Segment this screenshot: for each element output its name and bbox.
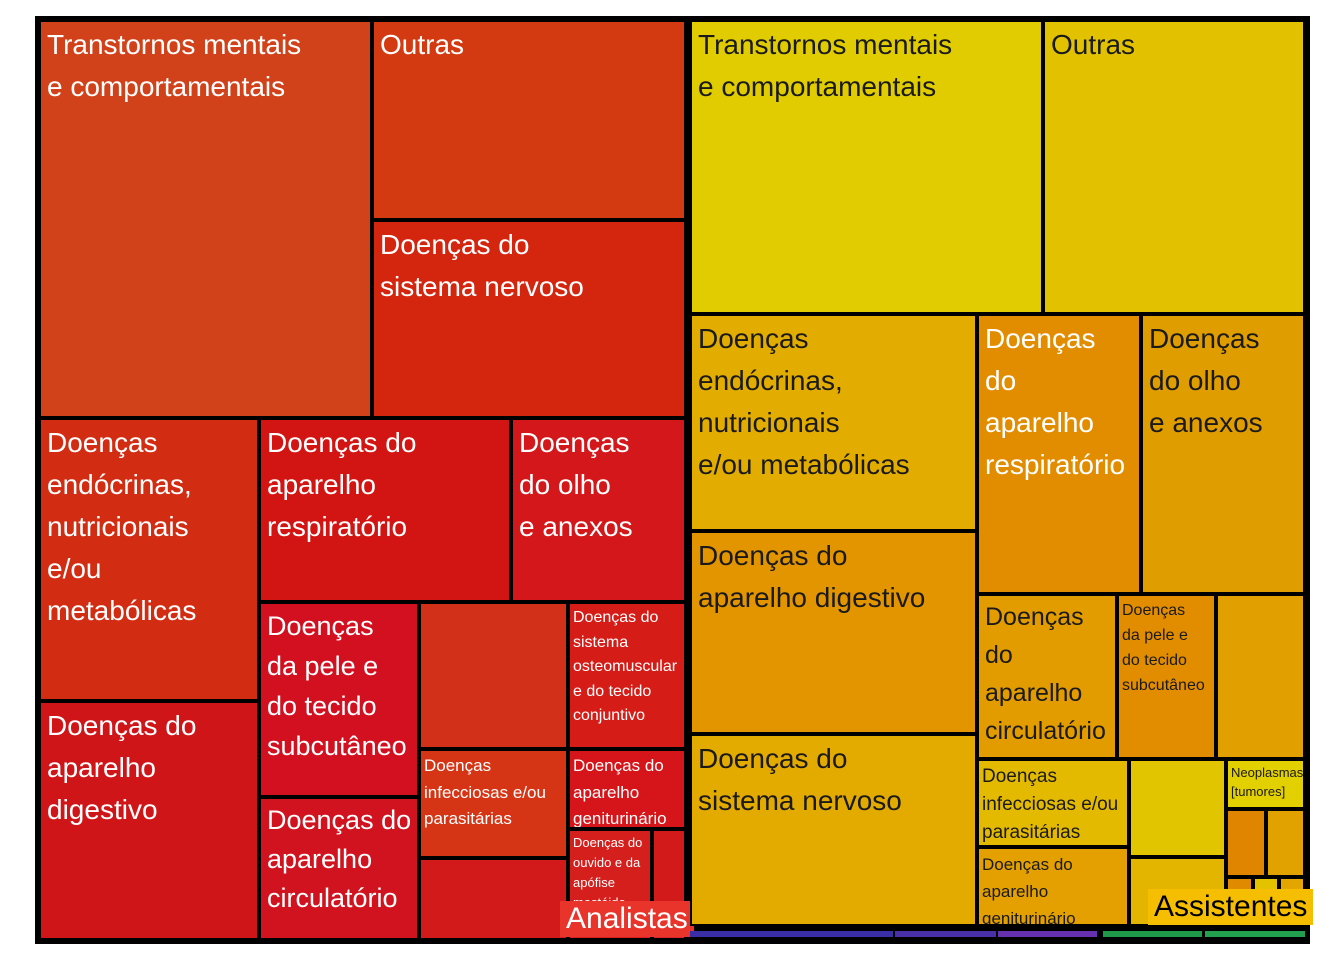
treemap-cell-assistentes-doencas-do-aparelho-geniturinario: Doenças do aparelho geniturinário [977, 847, 1129, 926]
treemap-cell-analistas-doencas-endocrinas-nutricionais-e-ou-metabolicas: Doenças endócrinas, nutricionais e/ou me… [39, 418, 259, 701]
treemap-cell-analistas-doencas-do-aparelho-digestivo: Doenças do aparelho digestivo [39, 701, 259, 940]
treemap-cell-label: Doenças infecciosas e/ou parasitárias [982, 766, 1119, 843]
treemap-cell-analistas-doencas-do-aparelho-geniturinario: Doenças do aparelho geniturinário [568, 749, 686, 829]
group-label-analistas: Analistas [560, 901, 694, 937]
treemap-cell-assistentes-doencas-infecciosas-e-ou-parasitarias: Doenças infecciosas e/ou parasitárias [977, 759, 1129, 847]
treemap-cell-analistas-doencas-do-aparelho-circulatorio: Doenças do aparelho circulatório [259, 797, 419, 940]
group-label-assistentes: Assistentes [1148, 889, 1314, 925]
treemap-cell-label: Transtornos mentais e comportamentais [47, 29, 302, 102]
treemap-cell-label: Doenças infecciosas e/ou parasitárias [424, 756, 546, 828]
treemap-cell-assistentes-doencas-do-aparelho-respiratorio: Doenças do aparelho respiratório [977, 314, 1141, 594]
treemap-cell-label: Outras [1051, 29, 1136, 60]
treemap-cell-label: Outras [380, 29, 465, 60]
treemap-cell-analistas-doencas-infecciosas-e-ou-parasitarias: Doenças infecciosas e/ou parasitárias [419, 749, 568, 858]
treemap-cell-assistentes-unlabeled-11 [1129, 759, 1226, 857]
treemap-strip-2 [998, 931, 1097, 937]
treemap-strip-3 [1103, 931, 1202, 937]
treemap-cell-label: Doenças do aparelho circulatório [267, 805, 412, 913]
treemap-cell-label: Doenças do aparelho circulatório [985, 603, 1106, 745]
treemap-cell-assistentes-unlabeled-16 [1266, 809, 1305, 877]
treemap-cell-label: Doenças do olho e anexos [519, 427, 633, 542]
treemap-cell-assistentes-doencas-do-aparelho-circulatorio: Doenças do aparelho circulatório [977, 594, 1117, 759]
treemap-cell-label: Doenças do sistema nervoso [380, 229, 584, 302]
treemap-cell-label: Doenças da pele e do tecido subcutâneo [267, 611, 407, 761]
treemap-cell-label: Doenças do aparelho geniturinário [573, 756, 667, 828]
treemap-cell-assistentes-doencas-do-olho-e-anexos: Doenças do olho e anexos [1141, 314, 1305, 594]
treemap-cell-assistentes-outras: Outras [1043, 20, 1305, 314]
treemap-cell-assistentes-unlabeled-9 [1216, 594, 1305, 759]
treemap-cell-label: Doenças da pele e do tecido subcutâneo [1122, 602, 1205, 694]
treemap-cell-analistas-unlabeled-15 [652, 829, 686, 904]
treemap-cell-assistentes-doencas-do-aparelho-digestivo: Doenças do aparelho digestivo [690, 531, 977, 734]
treemap-cell-analistas-unlabeled-13 [419, 858, 568, 940]
treemap-cell-label: Doenças do sistema nervoso [698, 743, 902, 816]
treemap-cell-analistas-doencas-do-aparelho-respiratorio: Doenças do aparelho respiratório [259, 418, 511, 602]
treemap-cell-analistas-doencas-do-sistema-nervoso: Doenças do sistema nervoso [372, 220, 686, 418]
treemap-cell-analistas-unlabeled-9 [419, 602, 568, 749]
treemap-cell-analistas-doencas-do-olho-e-anexos: Doenças do olho e anexos [511, 418, 686, 602]
treemap-cell-label: Transtornos mentais e comportamentais [698, 29, 953, 102]
treemap-cell-label: Doenças do aparelho respiratório [985, 323, 1126, 480]
treemap-cell-label: Doenças do aparelho digestivo [698, 540, 926, 613]
treemap-cell-label: Doenças do aparelho digestivo [47, 710, 197, 825]
treemap-strip-1 [895, 931, 996, 937]
treemap-cell-assistentes-transtornos-mentais-e-comportamentais: Transtornos mentais e comportamentais [690, 20, 1043, 314]
treemap-cell-label: Neoplasmas [tumores] [1231, 765, 1304, 799]
treemap-cell-label: Doenças do sistema osteomuscular e do te… [573, 609, 678, 724]
treemap-strip-0 [690, 931, 893, 937]
treemap-cell-analistas-doencas-do-sistema-osteomuscular-e-do-tecido-conjuntivo: Doenças do sistema osteomuscular e do te… [568, 602, 686, 749]
treemap-cell-assistentes-doencas-endocrinas-nutricionais-e-ou-metabolicas: Doenças endócrinas, nutricionais e/ou me… [690, 314, 977, 531]
treemap-cell-assistentes-unlabeled-15 [1226, 809, 1266, 877]
treemap-cell-assistentes-doencas-do-sistema-nervoso: Doenças do sistema nervoso [690, 734, 977, 926]
treemap-cell-assistentes-neoplasmas-tumores: Neoplasmas [tumores] [1226, 759, 1305, 809]
treemap-cell-label: Doenças endócrinas, nutricionais e/ou me… [47, 427, 197, 626]
treemap-cell-analistas-doencas-da-pele-e-do-tecido-subcutaneo: Doenças da pele e do tecido subcutâneo [259, 602, 419, 797]
treemap-strip-4 [1205, 931, 1305, 937]
treemap-cell-label: Doenças do aparelho geniturinário [982, 855, 1076, 926]
treemap-cell-label: Doenças do olho e anexos [1149, 323, 1263, 438]
treemap-cell-assistentes-doencas-da-pele-e-do-tecido-subcutaneo: Doenças da pele e do tecido subcutâneo [1117, 594, 1216, 759]
treemap-cell-analistas-outras: Outras [372, 20, 686, 220]
treemap-cell-label: Doenças do aparelho respiratório [267, 427, 417, 542]
treemap-cell-analistas-transtornos-mentais-e-comportamentais: Transtornos mentais e comportamentais [39, 20, 372, 418]
treemap-cell-label: Doenças endócrinas, nutricionais e/ou me… [698, 323, 910, 480]
